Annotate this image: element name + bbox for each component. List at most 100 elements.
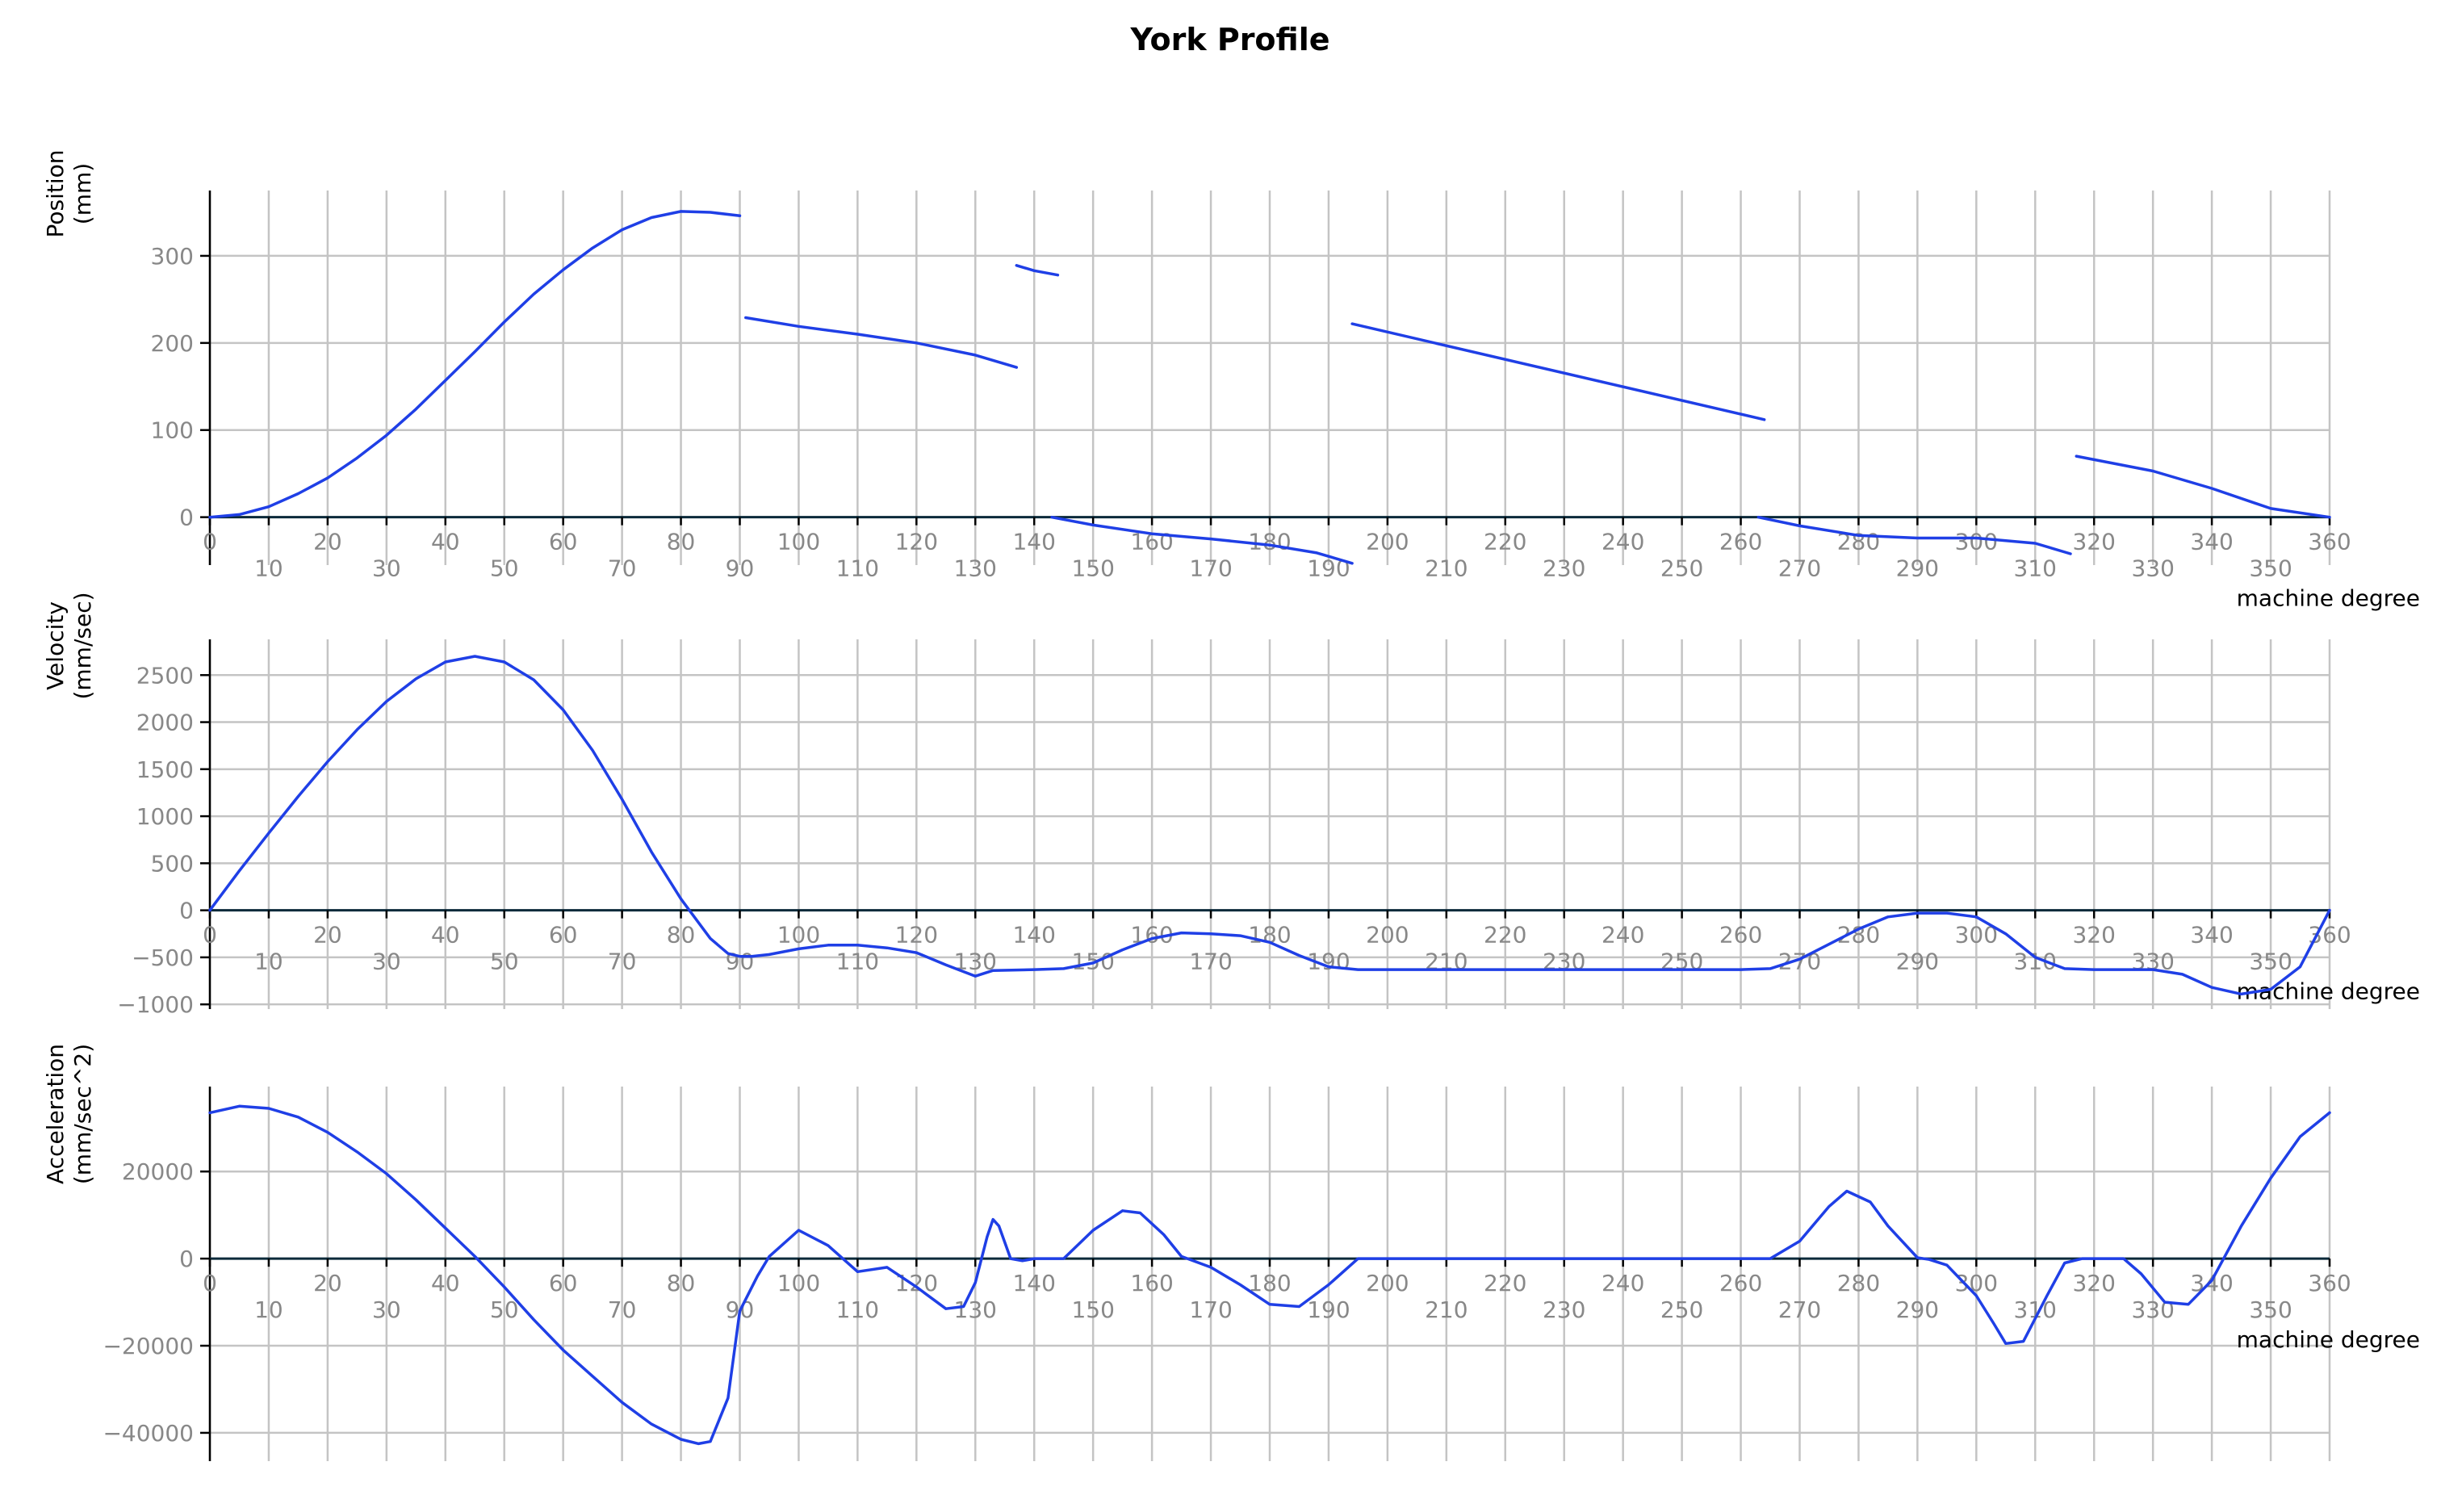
x-tick-label: 190	[1307, 1296, 1350, 1323]
x-tick-label: 50	[490, 1296, 519, 1323]
x-tick-label: 120	[895, 529, 938, 555]
series-line-position	[1756, 515, 2072, 555]
y-axis-label: Velocity	[42, 601, 69, 690]
x-tick-label: 110	[836, 555, 879, 582]
y-tick-label: −20000	[103, 1333, 194, 1359]
y-tick-label: −1000	[117, 991, 194, 1018]
x-tick-label: 0	[203, 529, 217, 555]
x-tick-label: 60	[549, 922, 578, 949]
y-tick-label: 0	[179, 1246, 194, 1272]
panel-acceleration: −40000 −20000 0 20000 0 20 40 60 80 100 120 140 160 1…	[42, 1044, 2420, 1461]
x-tick-label: 120	[895, 922, 938, 949]
y-axis-label: (mm/sec)	[69, 592, 96, 699]
series-line-position	[1015, 264, 1060, 277]
x-tick-label: 10	[254, 1296, 283, 1323]
x-tick-label: 140	[1012, 922, 1055, 949]
y-axis-label: Acceleration	[42, 1044, 69, 1184]
y-tick-label: 0	[179, 505, 194, 531]
x-tick-label: 220	[1484, 1270, 1526, 1296]
x-tick-label: 70	[608, 555, 637, 582]
x-tick-label: 30	[372, 949, 401, 975]
x-tick-label: 0	[203, 922, 217, 949]
x-tick-label: 260	[1719, 529, 1762, 555]
x-tick-label: 360	[2308, 922, 2351, 949]
x-tick-label: 10	[254, 555, 283, 582]
x-tick-label: 270	[1778, 1296, 1821, 1323]
x-tick-label: 180	[1248, 922, 1291, 949]
x-tick-label: 190	[1307, 555, 1350, 582]
y-tick-label: −40000	[103, 1420, 194, 1447]
series-line-position	[744, 316, 1019, 369]
x-tick-label: 20	[313, 1270, 342, 1296]
x-tick-label: 210	[1425, 1296, 1468, 1323]
x-tick-label: 50	[490, 949, 519, 975]
x-tick-label: 0	[203, 1270, 217, 1296]
x-tick-label: 220	[1484, 922, 1526, 949]
y-tick-label: 1500	[136, 756, 194, 783]
x-tick-label: 260	[1719, 1270, 1762, 1296]
series-line-position	[2075, 454, 2331, 519]
x-tick-label: 250	[1660, 555, 1703, 582]
x-tick-label: 10	[254, 949, 283, 975]
x-tick-label: 230	[1543, 555, 1585, 582]
y-tick-label: 300	[151, 243, 194, 270]
x-tick-label: 40	[431, 529, 460, 555]
x-tick-label: 350	[2249, 555, 2292, 582]
x-tick-label: 20	[313, 922, 342, 949]
x-tick-label: 340	[2190, 1270, 2233, 1296]
x-tick-label: 180	[1248, 529, 1291, 555]
x-tick-label: 220	[1484, 529, 1526, 555]
x-tick-label: 150	[1071, 555, 1114, 582]
x-tick-label: 260	[1719, 922, 1762, 949]
x-tick-label: 290	[1896, 555, 1939, 582]
series-line-position	[1050, 515, 1354, 565]
x-tick-label: 310	[2014, 949, 2057, 975]
y-tick-label: 2000	[136, 710, 194, 736]
y-tick-label: 20000	[122, 1158, 194, 1185]
x-tick-label: 350	[2249, 1296, 2292, 1323]
x-tick-label: 30	[372, 1296, 401, 1323]
series-line-position	[1350, 322, 1766, 421]
y-axis-label: (mm/sec^2)	[69, 1044, 96, 1184]
x-tick-label: 130	[954, 555, 997, 582]
y-tick-label: 1000	[136, 803, 194, 830]
x-tick-label: 50	[490, 555, 519, 582]
x-axis-label: machine degree	[2237, 978, 2420, 1005]
series-line-velocity	[208, 655, 2331, 996]
x-tick-label: 20	[313, 529, 342, 555]
x-tick-label: 350	[2249, 949, 2292, 975]
x-axis-label: machine degree	[2237, 1326, 2420, 1353]
x-tick-label: 60	[549, 1270, 578, 1296]
x-tick-label: 100	[777, 922, 820, 949]
x-tick-label: 160	[1130, 1270, 1173, 1296]
x-tick-label: 130	[954, 1296, 997, 1323]
x-tick-label: 110	[836, 1296, 879, 1323]
x-tick-label: 300	[1955, 1270, 1998, 1296]
x-tick-label: 100	[777, 1270, 820, 1296]
y-tick-label: 100	[151, 417, 194, 444]
series-line-position	[208, 210, 742, 519]
x-tick-label: 360	[2308, 1270, 2351, 1296]
x-tick-label: 140	[1012, 1270, 1055, 1296]
y-tick-label: −500	[132, 944, 194, 971]
y-axis-label: (mm)	[69, 163, 96, 224]
x-axis-label: machine degree	[2237, 585, 2420, 612]
y-tick-label: 500	[151, 850, 194, 877]
x-tick-label: 360	[2308, 529, 2351, 555]
x-tick-label: 180	[1248, 1270, 1291, 1296]
x-tick-label: 210	[1425, 555, 1468, 582]
series-line-acceleration	[208, 1104, 2331, 1446]
x-tick-label: 90	[726, 555, 755, 582]
x-tick-label: 320	[2072, 1270, 2115, 1296]
x-tick-label: 300	[1955, 529, 1998, 555]
y-axis-label: Position	[42, 149, 69, 237]
chart-title: York Profile	[1129, 22, 1329, 57]
x-tick-label: 240	[1602, 1270, 1644, 1296]
x-tick-label: 170	[1189, 555, 1232, 582]
x-tick-label: 90	[726, 949, 755, 975]
x-tick-label: 150	[1071, 1296, 1114, 1323]
